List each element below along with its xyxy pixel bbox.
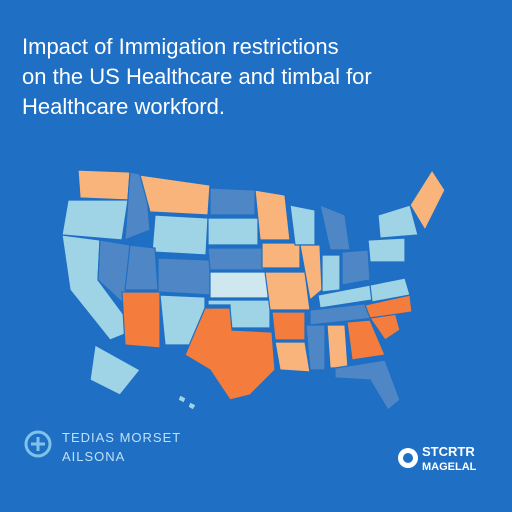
- state-shape: [89, 344, 141, 396]
- footer-right-text: STCRTR: [422, 444, 475, 459]
- state-shape: [271, 311, 306, 341]
- state-shape: [264, 271, 311, 311]
- title-line: Healthcare workford.: [22, 94, 225, 119]
- state-shape: [209, 271, 269, 299]
- state-shape: [177, 394, 187, 404]
- state-shape: [326, 324, 349, 369]
- state-shape: [341, 249, 371, 286]
- state-shape: [124, 244, 159, 291]
- state-shape: [289, 204, 316, 246]
- state-shape: [346, 319, 386, 361]
- state-shape: [77, 169, 131, 201]
- state-shape: [121, 291, 161, 349]
- state-shape: [157, 257, 211, 296]
- state-shape: [139, 174, 211, 216]
- state-shape: [321, 254, 341, 293]
- state-shape: [409, 168, 446, 232]
- state-shape: [319, 204, 351, 251]
- state-shape: [261, 242, 301, 269]
- footer-right-icon: [398, 448, 418, 468]
- title-line: Impact of Immigation restrictions: [22, 34, 339, 59]
- footer-left-text: TEDIAS MORSET: [62, 430, 181, 445]
- state-shape: [151, 214, 209, 256]
- state-shape: [207, 217, 259, 246]
- state-shape: [184, 307, 276, 401]
- state-shape: [207, 247, 266, 271]
- state-shape: [254, 189, 291, 241]
- us-map: [61, 168, 446, 411]
- state-shape: [334, 359, 401, 411]
- footer-right-text: MAGELAL: [422, 461, 477, 473]
- state-shape: [187, 401, 197, 411]
- footer-left-text: AILSONA: [62, 449, 125, 464]
- footer-left-icon: [24, 430, 52, 458]
- state-shape: [274, 341, 311, 373]
- title-line: on the US Healthcare and timbal for: [22, 64, 372, 89]
- state-shape: [377, 204, 419, 239]
- state-shape: [367, 237, 406, 263]
- state-shape: [369, 277, 411, 303]
- state-shape: [209, 187, 256, 216]
- state-shape: [305, 324, 326, 371]
- state-shape: [61, 199, 129, 241]
